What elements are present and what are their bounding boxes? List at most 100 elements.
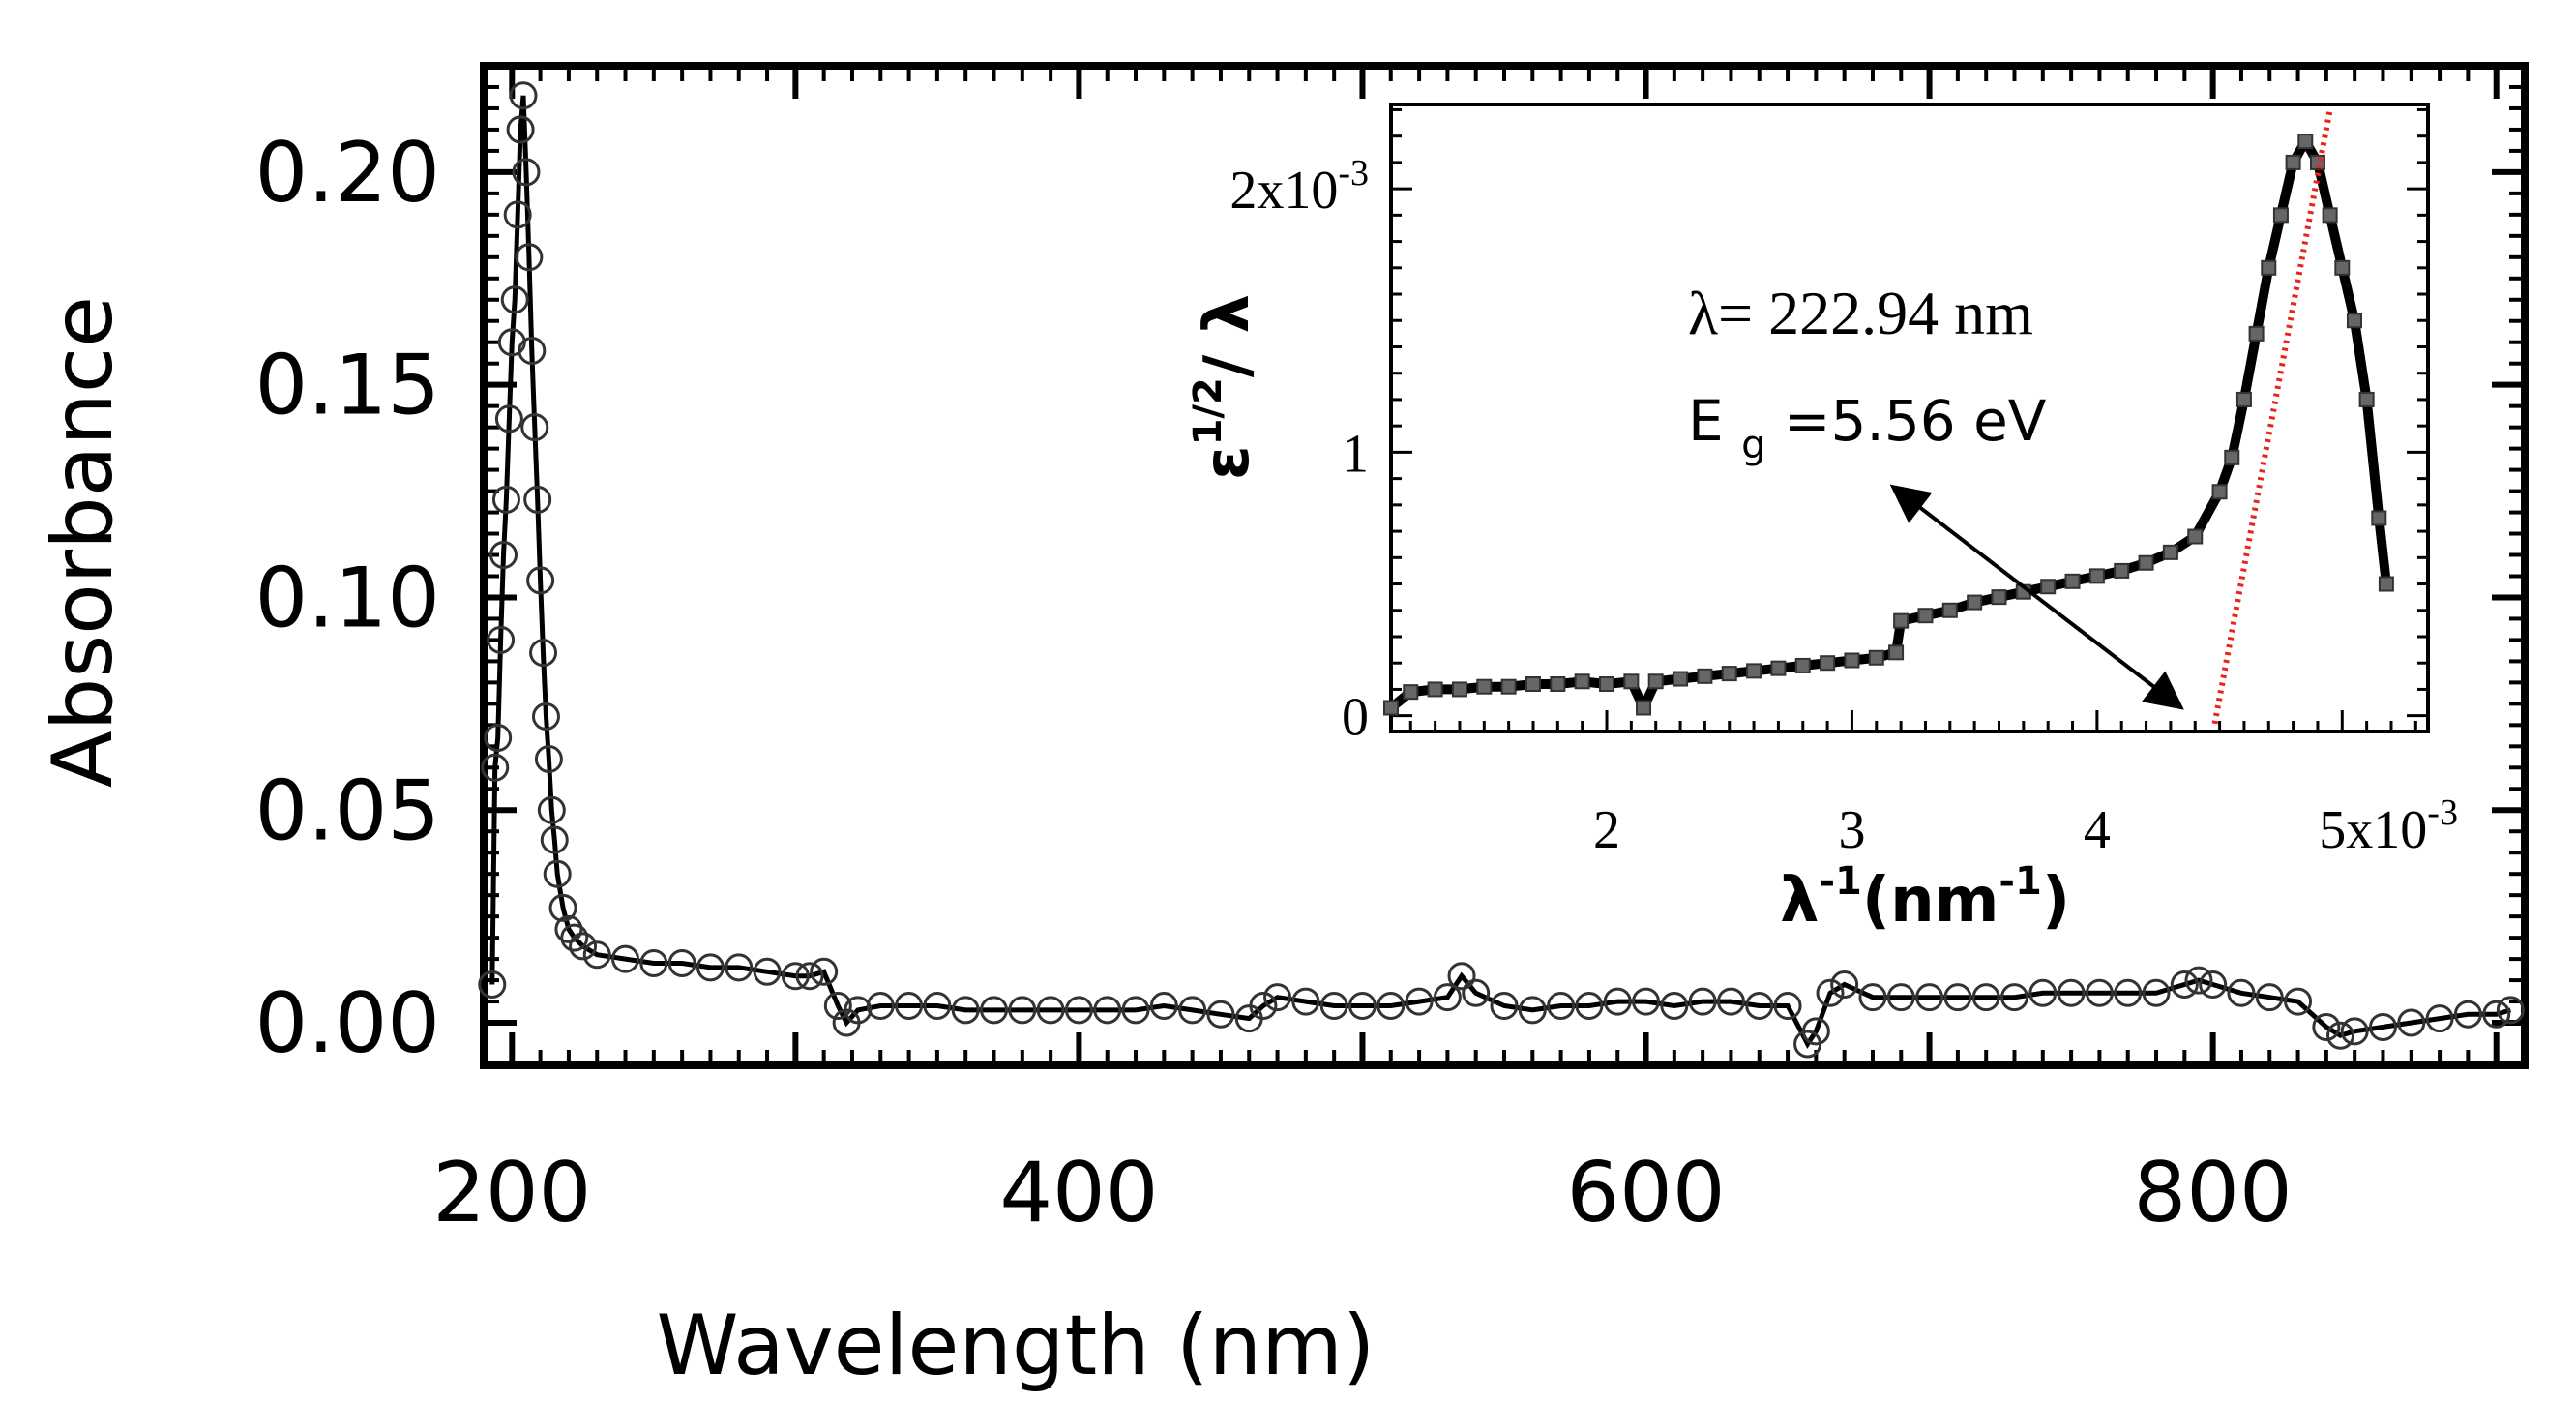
inset-data-point — [2322, 207, 2338, 224]
main-data-point — [512, 158, 541, 187]
main-data-point — [484, 724, 513, 753]
main-data-point — [1660, 991, 1689, 1020]
main-data-point — [1816, 978, 1845, 1007]
main-data-point — [582, 940, 611, 970]
main-data-point — [2085, 978, 2114, 1007]
main-data-point — [2184, 966, 2213, 995]
main-data-point — [2397, 1008, 2426, 1037]
inset-data-point — [2211, 484, 2228, 500]
main-ytick-label: 0.05 — [255, 762, 440, 859]
main-data-point — [1291, 987, 1320, 1016]
main-xtick-labels: 200 400 600 800 — [432, 1145, 2292, 1241]
main-data-point — [506, 115, 535, 144]
inset-data-point — [2224, 449, 2240, 465]
main-data-point — [1773, 991, 1802, 1020]
inset-data-point — [1794, 657, 1811, 673]
inset-y-axis-label: ε1/2/ λ — [1186, 294, 1263, 480]
main-data-point — [531, 702, 560, 731]
inset-data-point — [1770, 660, 1787, 676]
main-data-point — [1036, 996, 1065, 1025]
main-data-point — [543, 859, 572, 888]
inset-data-point — [1941, 602, 1958, 618]
main-ytick-label: 0.15 — [255, 338, 440, 434]
main-data-point — [1433, 983, 1462, 1012]
main-data-point — [548, 893, 577, 922]
inset-ytick-label: 1 — [1342, 424, 1369, 484]
main-data-point — [844, 996, 873, 1025]
main-data-point — [2340, 1017, 2369, 1046]
main-data-point — [2368, 1012, 2397, 1041]
annotation-bandgap: E g =5.56 eV — [1688, 388, 2047, 471]
inset-data-point — [2088, 568, 2105, 584]
main-data-point — [1915, 983, 1944, 1012]
annotation-bandgap-sub: g — [1741, 423, 1765, 467]
inset-major-ticks — [1391, 187, 2428, 731]
main-data-point — [478, 970, 507, 999]
inset-data-point — [1991, 589, 2007, 606]
main-data-point — [560, 923, 589, 952]
inset-data-point — [2064, 573, 2081, 589]
main-major-ticks — [484, 66, 2525, 1065]
inset-xtick-label: 2 — [1593, 800, 1620, 860]
main-data-point — [895, 991, 924, 1020]
main-ytick-label: 0.10 — [255, 550, 440, 646]
inset-data-point — [1820, 655, 1836, 672]
main-data-point — [2453, 1000, 2482, 1029]
main-data-point — [540, 825, 569, 854]
main-data-point — [487, 625, 516, 654]
inset-data-point — [1574, 673, 1590, 690]
main-data-point — [534, 745, 563, 774]
inset-data-point — [2138, 554, 2154, 571]
inset-data-point — [2334, 259, 2351, 276]
main-data-point — [1319, 991, 1348, 1020]
main-data-point — [1518, 996, 1547, 1025]
inset-data-point — [2297, 134, 2314, 150]
main-data-point — [1093, 996, 1122, 1025]
main-data-point — [503, 200, 532, 229]
inset-data-point — [1383, 700, 1399, 716]
inset-data-point — [2114, 562, 2130, 579]
main-data-point — [523, 485, 552, 514]
main-data-point — [1688, 987, 1717, 1016]
inset-data-point — [2358, 391, 2375, 407]
main-data-point — [1830, 970, 1859, 999]
main-data-point — [1716, 987, 1745, 1016]
main-ytick-label: 0.00 — [255, 975, 440, 1072]
main-data-point — [980, 996, 1008, 1025]
main-data-point — [1745, 991, 1774, 1020]
main-data-point — [639, 949, 668, 978]
main-data-point — [2312, 1012, 2341, 1041]
main-data-point — [494, 404, 523, 433]
annotation-wavelength: λ= 222.94 nm — [1688, 279, 2033, 347]
main-data-point — [526, 566, 555, 595]
main-data-point — [2496, 996, 2525, 1025]
inset-data-point — [1550, 675, 1566, 692]
main-data-point — [611, 944, 640, 973]
main-data-point — [520, 413, 549, 442]
main-data-point — [529, 639, 558, 668]
inset-data-point — [2378, 576, 2394, 592]
inset-data-point — [1599, 675, 1615, 692]
inset-data-point — [2187, 528, 2204, 545]
inset-data-point — [1893, 612, 1910, 629]
inset-ytick-label: 0 — [1342, 688, 1369, 748]
annotation-bandgap-value: =5.56 eV — [1784, 388, 2047, 454]
inset-data-point — [1451, 681, 1467, 698]
main-minor-ticks — [484, 66, 2525, 1065]
main-data-point — [2028, 978, 2058, 1007]
inset-data-point — [1844, 652, 1860, 669]
main-data-point — [667, 949, 696, 978]
main-data-point — [489, 541, 518, 570]
main-data-point — [515, 243, 544, 272]
main-data-point — [2255, 983, 2284, 1012]
main-data-point — [1347, 991, 1377, 1020]
main-data-point — [1943, 983, 1972, 1012]
main-xtick-label: 800 — [2134, 1145, 2293, 1241]
inset-data-point — [1427, 681, 1443, 698]
main-data-point — [2057, 978, 2086, 1007]
main-xtick-label: 600 — [1566, 1145, 1725, 1241]
main-data-point — [1206, 1000, 1235, 1029]
main-data-point — [753, 957, 782, 986]
main-data-point — [1462, 978, 1491, 1007]
